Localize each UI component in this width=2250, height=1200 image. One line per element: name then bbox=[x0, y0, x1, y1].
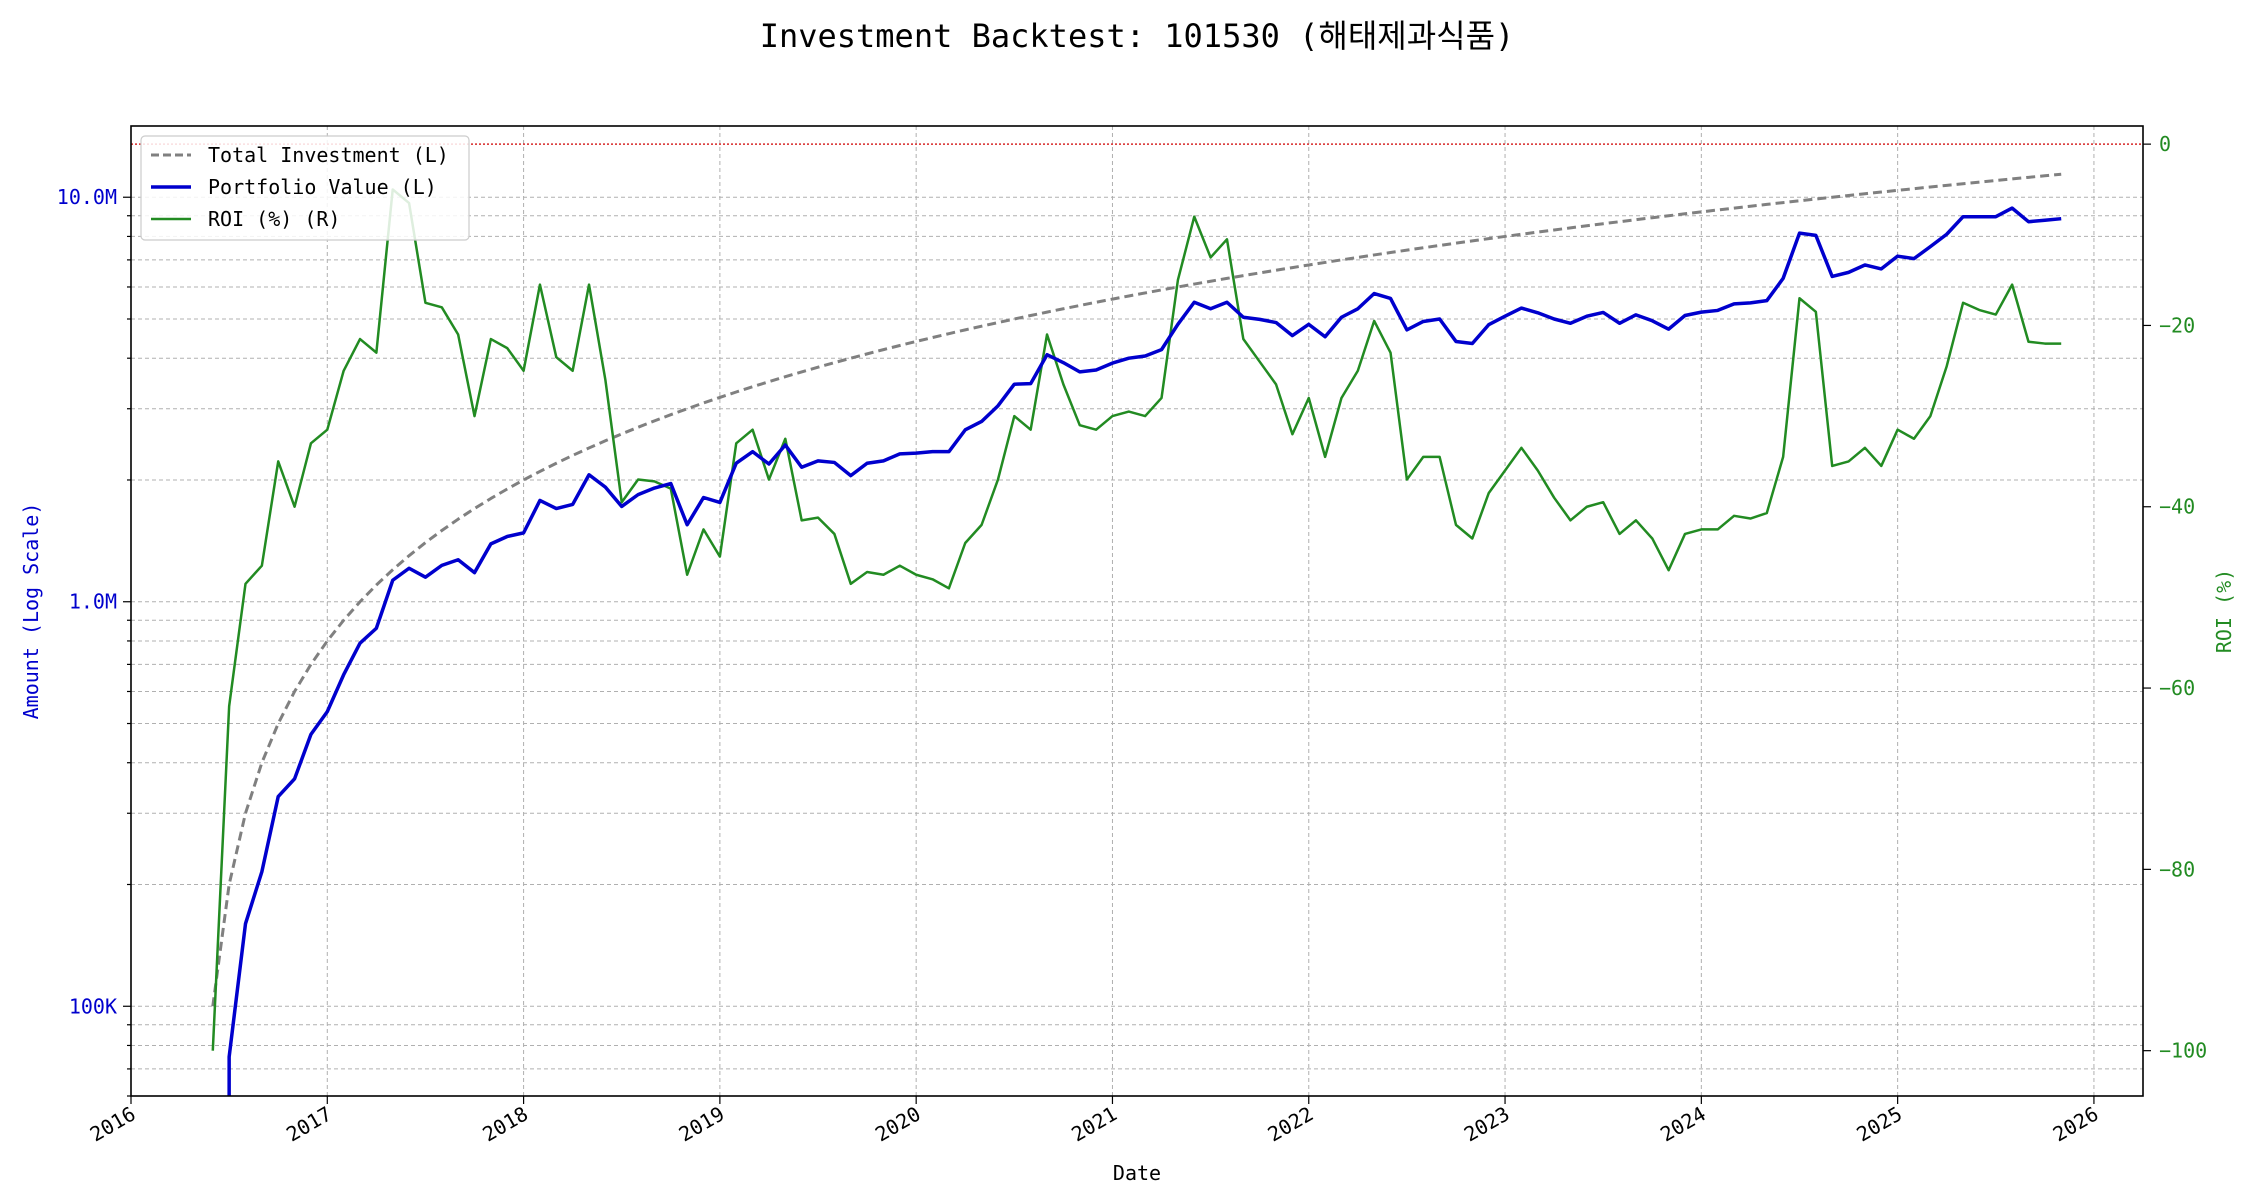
right-tick-label: −100 bbox=[2159, 1039, 2207, 1063]
roi-line bbox=[211, 188, 2062, 1051]
left-tick-label: 1.0M bbox=[69, 590, 117, 614]
left-tick-label: 100K bbox=[69, 994, 117, 1018]
right-axis-label: ROI (%) bbox=[2212, 569, 2236, 653]
right-tick-label: −40 bbox=[2159, 495, 2195, 519]
legend-label: ROI (%) (R) bbox=[208, 207, 340, 231]
plot-frame bbox=[130, 125, 2144, 1097]
legend-label: Portfolio Value (L) bbox=[208, 175, 437, 199]
x-tick-label: 2020 bbox=[871, 1102, 925, 1147]
legend-box bbox=[140, 135, 470, 241]
x-tick-label: 2026 bbox=[2049, 1102, 2103, 1147]
left-axis-label: Amount (Log Scale) bbox=[19, 503, 43, 720]
x-tick-label: 2019 bbox=[675, 1102, 729, 1147]
x-tick-label: 2017 bbox=[282, 1102, 336, 1147]
x-axis: 2016 2017 2018 2019 2020 2021 2022 2023 2024 2025… bbox=[86, 1096, 2103, 1147]
x-tick-label: 2024 bbox=[1656, 1102, 1710, 1147]
legend: Total Investment (L) Portfolio Value (L) R… bbox=[140, 135, 470, 241]
left-axis: 100K 1.0M 10.0M bbox=[57, 185, 131, 1097]
total-investment-line bbox=[211, 172, 2062, 1007]
grid bbox=[130, 126, 2143, 1097]
chart-title: Investment Backtest: 101530 (해태제과식품) bbox=[760, 17, 1515, 55]
right-tick-label: −60 bbox=[2159, 676, 2195, 700]
right-tick-label: −20 bbox=[2159, 313, 2195, 337]
x-tick-label: 2023 bbox=[1460, 1102, 1514, 1147]
right-axis: 0 −20 −40 −60 −80 −100 bbox=[2143, 132, 2207, 1063]
right-tick-label: −80 bbox=[2159, 857, 2195, 881]
x-tick-label: 2018 bbox=[478, 1102, 532, 1147]
x-tick-label: 2016 bbox=[86, 1102, 140, 1147]
right-tick-label: 0 bbox=[2159, 132, 2171, 156]
plot-area bbox=[131, 143, 2143, 1096]
legend-label: Total Investment (L) bbox=[208, 143, 449, 167]
x-tick-label: 2022 bbox=[1264, 1102, 1318, 1147]
left-tick-label: 10.0M bbox=[57, 185, 117, 209]
x-tick-label: 2025 bbox=[1852, 1102, 1906, 1147]
x-tick-label: 2021 bbox=[1067, 1102, 1121, 1147]
portfolio-value-line bbox=[227, 206, 2062, 1096]
x-axis-label: Date bbox=[1113, 1161, 1161, 1185]
